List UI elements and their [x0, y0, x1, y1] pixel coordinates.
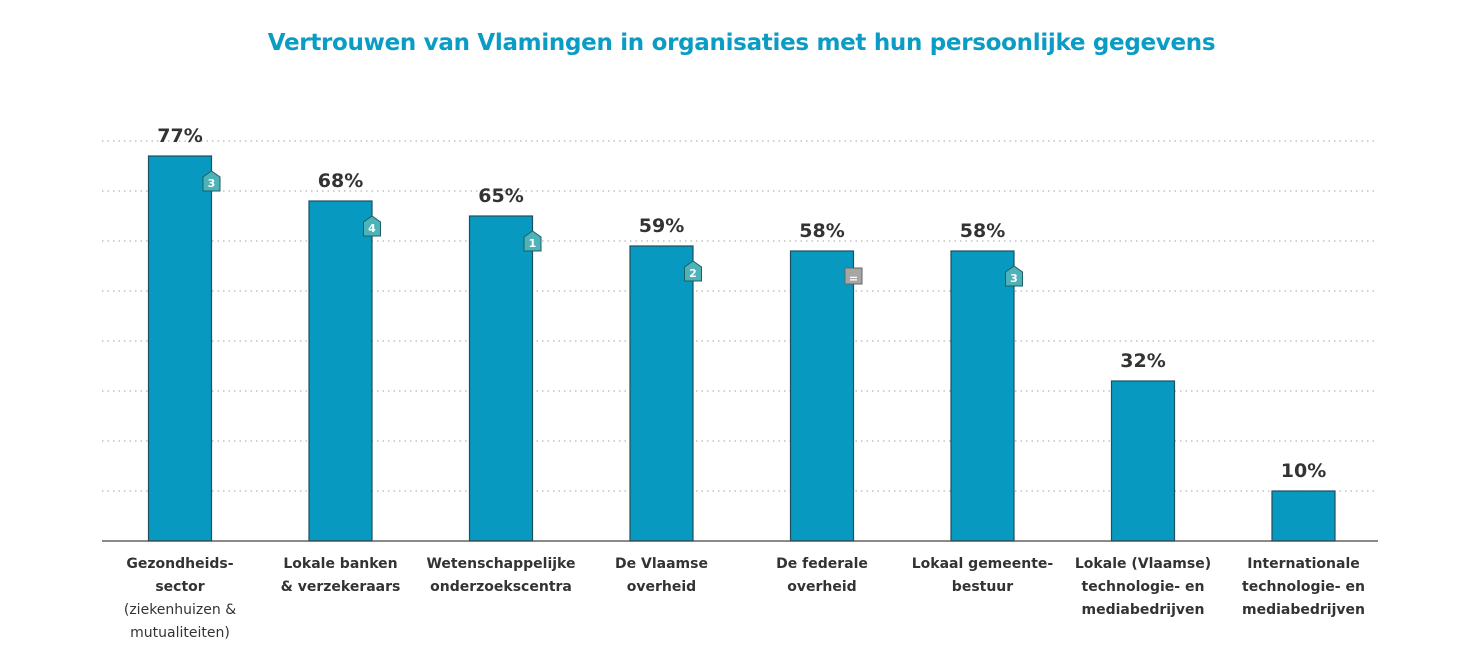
category-line: De Vlaamse [615, 556, 708, 572]
x-tick-label: Internationale technologie- en mediabedrij… [1224, 553, 1384, 622]
category-line: overheid [626, 579, 697, 595]
badge-shape [523, 230, 542, 252]
bar [789, 250, 855, 542]
value-label: 77% [157, 125, 202, 147]
x-tick-label: De Vlaamse overheid [582, 553, 742, 599]
category-line: sector [155, 579, 205, 595]
badge-shape [1005, 265, 1023, 287]
badge-text: 3 [208, 177, 216, 190]
x-tick-label: Gezondheids-sector (ziekenhuizen & mutuali… [100, 553, 260, 645]
badge-text: = [849, 272, 858, 285]
x-tick-label: Wetenschappelijke onderzoekscentra [421, 553, 581, 599]
value-label: 58% [799, 220, 844, 242]
badge-text: 2 [689, 267, 697, 280]
rank-up-arrow-icon: 4 [363, 215, 381, 237]
category-line: De federale [776, 556, 868, 572]
category-line: mediabedrijven [1081, 602, 1205, 618]
value-label: 58% [960, 220, 1005, 242]
rank-up-arrow-icon: 3 [202, 170, 221, 192]
value-label: 10% [1281, 460, 1326, 482]
value-label: 59% [639, 215, 684, 237]
bar [308, 200, 373, 542]
badge-text: 1 [529, 237, 537, 250]
bar [1110, 380, 1176, 542]
badge-shape [363, 215, 381, 237]
chart-title: Vertrouwen van Vlamingen in organisaties… [267, 30, 1216, 56]
category-line: & verzekeraars [280, 579, 401, 595]
category-subtitle: (ziekenhuizen & [123, 602, 237, 618]
bar [950, 250, 1015, 542]
x-tick-label: Lokaal gemeente-bestuur [903, 553, 1063, 599]
category-subtitle: mutualiteiten) [130, 625, 230, 641]
x-tick-label: De federale overheid [742, 553, 902, 599]
badge-text: 4 [368, 222, 376, 235]
bar [468, 215, 534, 542]
x-tick-label: Lokale (Vlaamse) technologie- en mediabedr… [1063, 553, 1223, 622]
rank-unchanged-badge: = [844, 267, 863, 285]
bar [629, 245, 694, 542]
category-line: overheid [787, 579, 857, 595]
value-label: 68% [318, 170, 363, 192]
category-line: Lokaal gemeente- [911, 556, 1054, 572]
bar [1271, 490, 1336, 542]
value-label: 32% [1120, 350, 1165, 372]
category-line: onderzoekscentra [430, 579, 572, 595]
category-line: technologie- en [1081, 579, 1205, 595]
rank-up-arrow-icon: 1 [523, 230, 542, 252]
badge-shape [844, 267, 863, 285]
badge-shape [202, 170, 221, 192]
category-line: bestuur [951, 579, 1014, 595]
badge-text: 3 [1010, 272, 1018, 285]
category-line: Internationale [1247, 556, 1360, 572]
bar [147, 155, 213, 542]
value-label: 65% [478, 185, 523, 207]
category-line: Lokale banken [283, 556, 398, 572]
category-line: Gezondheids- [126, 556, 234, 572]
category-line: technologie- en [1242, 579, 1365, 595]
rank-up-arrow-icon: 3 [1005, 265, 1023, 287]
rank-up-arrow-icon: 2 [684, 260, 702, 282]
category-line: Wetenschappelijke [426, 556, 576, 572]
category-line: Lokale (Vlaamse) [1074, 556, 1212, 572]
x-tick-label: Lokale banken & verzekeraars [261, 553, 421, 599]
category-line: mediabedrijven [1242, 602, 1365, 618]
badge-shape [684, 260, 702, 282]
